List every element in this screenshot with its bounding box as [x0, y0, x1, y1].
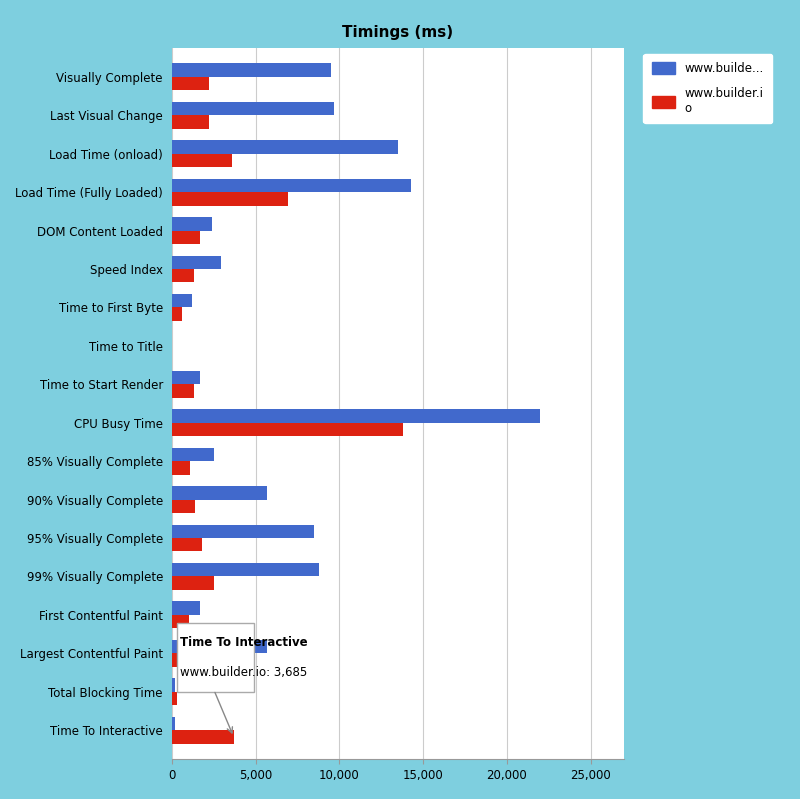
Bar: [172, 140, 398, 153]
Bar: [172, 576, 214, 590]
Bar: [172, 179, 411, 192]
Title: Timings (ms): Timings (ms): [342, 25, 454, 40]
Bar: [172, 486, 267, 499]
Bar: [172, 269, 194, 282]
Bar: [172, 115, 209, 129]
Bar: [172, 499, 195, 513]
Bar: [172, 447, 214, 461]
Bar: [172, 63, 331, 77]
Bar: [172, 602, 201, 615]
Bar: [172, 308, 182, 321]
Bar: [172, 717, 175, 730]
Bar: [172, 409, 540, 423]
Bar: [172, 384, 194, 398]
Bar: [172, 217, 212, 231]
Bar: [172, 692, 177, 706]
Bar: [172, 371, 201, 384]
Bar: [172, 525, 314, 538]
Bar: [172, 77, 209, 90]
Bar: [172, 153, 232, 167]
Bar: [172, 461, 190, 475]
Bar: [172, 294, 192, 308]
Bar: [172, 678, 175, 692]
Bar: [172, 654, 187, 667]
Bar: [172, 615, 189, 628]
Text: Time To Interactive: Time To Interactive: [180, 636, 308, 649]
Bar: [172, 423, 403, 436]
Bar: [172, 231, 201, 244]
Bar: [172, 101, 334, 115]
FancyBboxPatch shape: [177, 622, 254, 692]
Bar: [172, 192, 287, 205]
Text: www.builder.io: 3,685: www.builder.io: 3,685: [180, 666, 307, 678]
Legend: www.builde..., www.builder.i
o: www.builde..., www.builder.i o: [643, 54, 772, 123]
Bar: [172, 640, 267, 654]
Bar: [172, 730, 234, 744]
Bar: [172, 538, 202, 551]
Bar: [172, 256, 221, 269]
Bar: [172, 563, 319, 576]
